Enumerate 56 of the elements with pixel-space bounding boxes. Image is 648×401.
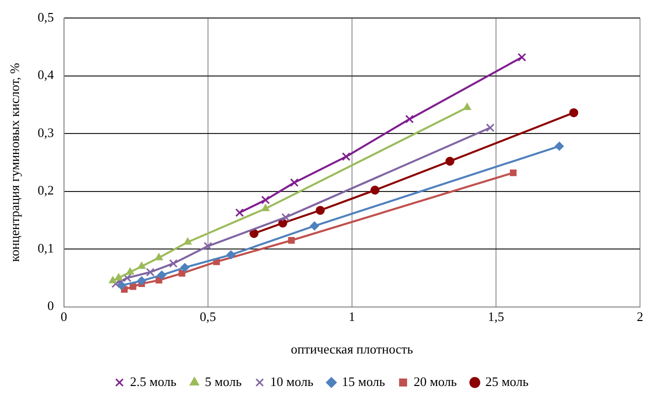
- point: [169, 259, 178, 268]
- point: [261, 196, 270, 204]
- point: [463, 103, 472, 110]
- y-tick-label: 0: [47, 298, 54, 314]
- point: [554, 142, 564, 151]
- point: [138, 262, 146, 269]
- point: [226, 250, 236, 260]
- point: [510, 169, 517, 176]
- x-tick-label: 0,5: [200, 309, 216, 324]
- point: [370, 186, 380, 195]
- x-tick-label: 1,5: [488, 309, 504, 324]
- y-axis-title: концентрация гуминовых кислот, %: [7, 62, 22, 262]
- legend-label: 2.5 моль: [130, 374, 177, 389]
- point: [111, 279, 120, 288]
- point: [262, 204, 270, 212]
- point: [178, 270, 186, 277]
- point: [445, 156, 454, 166]
- point: [180, 263, 190, 272]
- point: [281, 212, 290, 222]
- x-tick-label: 2: [636, 309, 644, 324]
- y-tick-label: 0,4: [38, 67, 54, 82]
- point: [288, 237, 295, 244]
- legend-label: 25 моль: [485, 374, 529, 389]
- point: [405, 114, 414, 124]
- point: [114, 273, 123, 280]
- x-tick-label: 0: [60, 309, 68, 324]
- point: [486, 123, 494, 132]
- point: [130, 283, 136, 290]
- x-axis-title: оптическая плотность: [290, 342, 414, 357]
- point: [122, 274, 132, 282]
- point: [108, 276, 117, 284]
- point: [116, 280, 126, 290]
- point: [154, 253, 163, 260]
- x-tick-label: 1: [348, 309, 356, 324]
- y-tick-label: 0,3: [38, 124, 54, 140]
- point: [316, 206, 325, 215]
- point: [310, 221, 319, 230]
- point: [342, 152, 350, 161]
- y-tick-label: 0,1: [38, 240, 54, 256]
- point: [204, 242, 212, 250]
- legend-label: 5 моль: [204, 374, 242, 389]
- legend-label: 20 моль: [414, 374, 457, 389]
- point: [157, 270, 166, 280]
- legend-label: 15 моль: [342, 374, 386, 389]
- point: [518, 52, 526, 62]
- legend-label: 10 моль: [270, 374, 314, 389]
- point: [569, 108, 578, 118]
- y-tick-label: 0,5: [38, 9, 54, 24]
- point: [184, 238, 192, 245]
- point: [137, 276, 146, 286]
- point: [235, 208, 244, 217]
- point: [126, 268, 134, 275]
- y-tick-label: 0,2: [38, 182, 54, 198]
- point: [146, 268, 155, 276]
- point: [290, 178, 299, 187]
- point: [249, 228, 258, 238]
